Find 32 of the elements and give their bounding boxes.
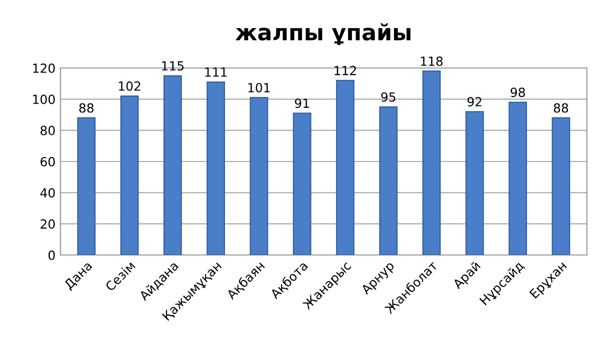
- data-label: 92: [468, 96, 482, 106]
- bar: [77, 117, 96, 255]
- y-tick-label: 120: [33, 63, 55, 73]
- y-tick-label: 100: [33, 94, 55, 104]
- data-label: 95: [381, 92, 396, 102]
- bar: [292, 112, 312, 255]
- bar: [206, 81, 225, 255]
- y-tick-label: 20: [40, 219, 55, 229]
- data-label: 98: [510, 88, 525, 98]
- bar: [336, 80, 354, 255]
- data-label: 88: [79, 103, 94, 113]
- bar: [250, 97, 268, 255]
- bar: [379, 106, 398, 255]
- data-label: 111: [205, 68, 227, 77]
- data-label: 101: [248, 82, 270, 92]
- data-label: 102: [118, 81, 140, 91]
- y-tick-label: 60: [40, 156, 55, 166]
- y-tick-label: 80: [40, 126, 55, 136]
- data-label: 118: [420, 56, 443, 66]
- bar: [422, 70, 441, 255]
- data-label: 91: [294, 98, 309, 108]
- y-tick-label: 40: [40, 188, 55, 198]
- data-label: 112: [334, 66, 356, 76]
- data-label: 115: [162, 61, 184, 71]
- data-label: 88: [554, 103, 568, 113]
- chart-title: жалпы ұпайы: [235, 23, 410, 46]
- y-tick-label: 0: [48, 250, 55, 260]
- bar: [163, 75, 182, 255]
- bar: [465, 111, 484, 255]
- bar: [552, 117, 570, 255]
- bar: [508, 102, 528, 255]
- bar: [120, 95, 139, 255]
